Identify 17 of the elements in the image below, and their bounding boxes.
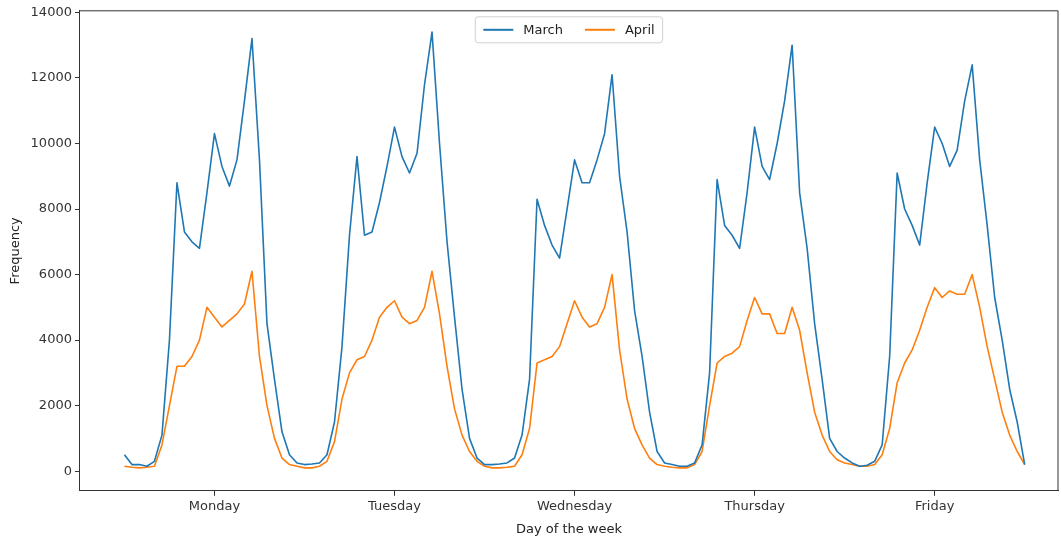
y-tick-label: 10000	[30, 134, 72, 150]
x-axis-title: Day of the week	[515, 520, 623, 536]
y-axis-title: Frequency	[7, 216, 23, 285]
y-tick-label: 6000	[38, 265, 72, 281]
y-tick-label: 12000	[30, 69, 72, 85]
x-tick-label: Friday	[914, 497, 955, 513]
x-tick-label: Wednesday	[536, 497, 613, 513]
legend-label: April	[624, 22, 655, 38]
y-tick-label: 4000	[38, 331, 72, 347]
y-tick-label: 8000	[38, 200, 72, 216]
x-tick-label: Thursday	[723, 497, 786, 513]
y-tick-label: 14000	[30, 3, 72, 19]
y-tick-label: 2000	[38, 396, 72, 412]
y-tick-label: 0	[63, 462, 72, 478]
legend-label: March	[523, 22, 563, 38]
x-tick-label: Tuesday	[367, 497, 422, 513]
x-tick-label: Monday	[188, 497, 241, 513]
